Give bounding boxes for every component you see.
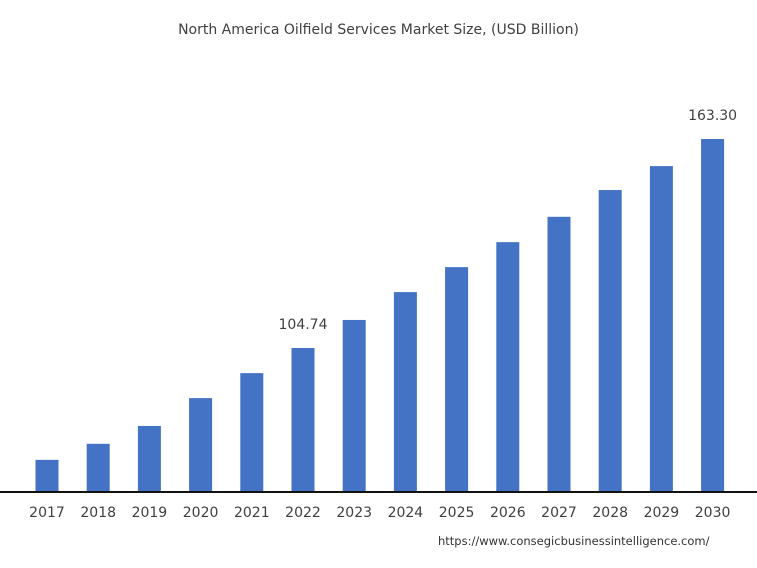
- x-tick-label: 2018: [80, 505, 116, 521]
- bar-2021: [240, 373, 264, 492]
- x-tick-label: 2027: [541, 505, 577, 521]
- bar-2017: [35, 459, 59, 492]
- x-tick-label: 2024: [388, 505, 424, 521]
- chart-title: North America Oilfield Services Market S…: [178, 22, 579, 38]
- data-label-2022: 104.74: [279, 317, 328, 333]
- x-tick-label: 2029: [644, 505, 680, 521]
- x-tick-label: 2030: [695, 505, 731, 521]
- x-tick-label: 2028: [592, 505, 628, 521]
- bar-2027: [547, 216, 571, 492]
- data-label-2030: 163.30: [688, 108, 737, 124]
- bar-2029: [649, 166, 673, 492]
- bar-2024: [393, 292, 417, 492]
- x-tick-label: 2023: [336, 505, 372, 521]
- bar-2025: [445, 267, 469, 492]
- x-tick-label: 2026: [490, 505, 526, 521]
- bar-2028: [598, 190, 622, 492]
- bar-2018: [86, 443, 110, 492]
- source-url[interactable]: https://www.consegicbusinessintelligence…: [438, 534, 710, 548]
- bar-2020: [189, 398, 213, 492]
- bar-2030: [701, 139, 725, 492]
- x-tick-label: 2019: [132, 505, 168, 521]
- x-tick-label: 2017: [29, 505, 65, 521]
- bar-2023: [342, 319, 366, 492]
- x-tick-label: 2020: [183, 505, 219, 521]
- x-tick-label: 2021: [234, 505, 270, 521]
- bar-2019: [137, 425, 161, 492]
- bar-2022: [291, 348, 315, 492]
- x-tick-label: 2022: [285, 505, 321, 521]
- x-tick-label: 2025: [439, 505, 475, 521]
- bar-2026: [496, 242, 520, 492]
